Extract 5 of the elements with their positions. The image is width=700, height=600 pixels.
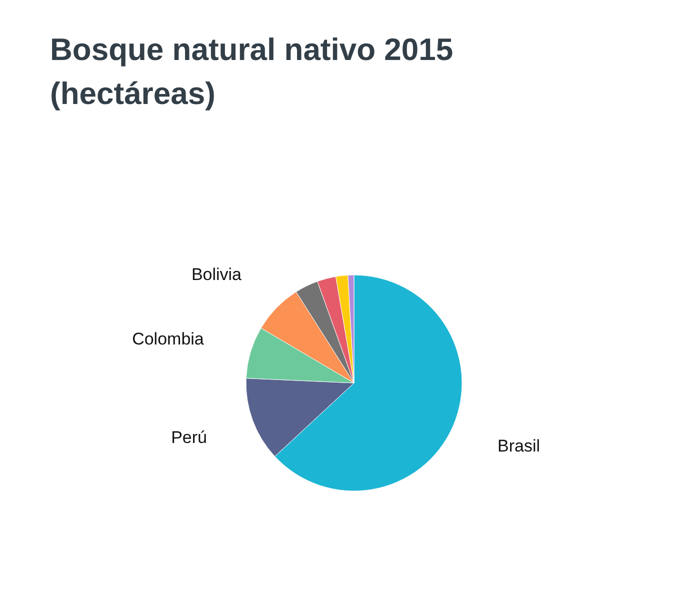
slice-label: Bolivia — [191, 264, 242, 284]
slice-label: Perú — [171, 428, 207, 447]
slice-label: Colombia — [132, 329, 204, 348]
chart-title: Bosque natural nativo 2015 (hectáreas) — [50, 32, 454, 111]
slice-label: Brasil — [498, 436, 540, 456]
